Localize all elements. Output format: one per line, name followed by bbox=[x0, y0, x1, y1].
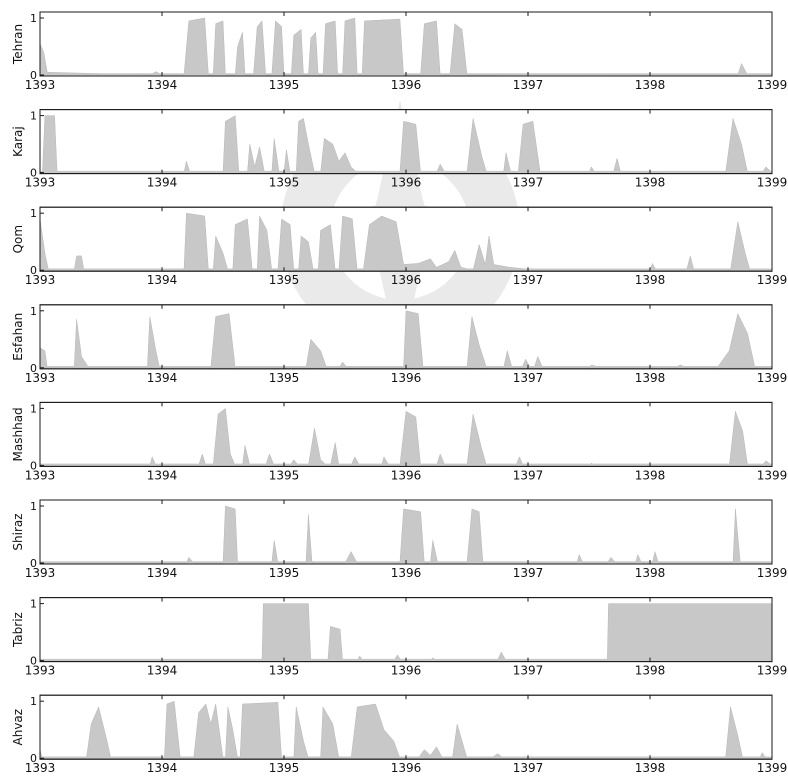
x-tick-label: 1397 bbox=[513, 371, 544, 385]
panel-shiraz: 1393 1394 1395 1396 1397 1398 1399 1 0 Shiraz bbox=[11, 499, 788, 580]
y-tick-label: 0 bbox=[30, 264, 37, 277]
panel-frame bbox=[39, 206, 773, 272]
x-tick-label: 1393 bbox=[25, 468, 56, 482]
y-tick-label: 0 bbox=[30, 557, 37, 570]
x-tick-label: 1397 bbox=[513, 273, 544, 287]
x-tick-label: 1398 bbox=[635, 78, 666, 92]
x-tick-label: 1398 bbox=[635, 371, 666, 385]
x-tick-label: 1396 bbox=[391, 78, 422, 92]
x-tick-label: 1394 bbox=[147, 176, 178, 190]
panel-qom: 1393 1394 1395 1396 1397 1398 1399 1 0 Qom bbox=[11, 206, 788, 287]
x-tick-label: 1394 bbox=[147, 78, 178, 92]
x-tick-label: 1395 bbox=[269, 371, 300, 385]
x-tick-label: 1398 bbox=[635, 468, 666, 482]
x-tick-label: 1394 bbox=[147, 371, 178, 385]
x-tick-label: 1393 bbox=[25, 566, 56, 580]
x-tick-label: 1399 bbox=[757, 371, 788, 385]
y-tick-label: 0 bbox=[30, 69, 37, 82]
x-tick-label: 1396 bbox=[391, 371, 422, 385]
series-area-shiraz bbox=[40, 505, 772, 564]
x-tick-label: 1398 bbox=[635, 566, 666, 580]
series-area-tehran bbox=[39, 17, 773, 76]
x-tick-label: 1399 bbox=[757, 176, 788, 190]
y-tick-label: 0 bbox=[30, 167, 37, 180]
panel-ahvaz: 1393 1394 1395 1396 1397 1398 1399 1 0 Ahvaz bbox=[11, 694, 788, 775]
x-tick-label: 1396 bbox=[391, 566, 422, 580]
y-axis-label: Karaj bbox=[11, 126, 25, 157]
x-tick-label: 1399 bbox=[757, 566, 788, 580]
x-tick-label: 1397 bbox=[513, 664, 544, 678]
x-tick-label: 1395 bbox=[269, 273, 300, 287]
x-tick-label: 1393 bbox=[25, 176, 56, 190]
x-tick-label: 1397 bbox=[513, 468, 544, 482]
x-tick-label: 1395 bbox=[269, 78, 300, 92]
y-tick-label: 1 bbox=[30, 402, 37, 415]
y-axis-label: Tabriz bbox=[11, 612, 25, 648]
x-tick-label: 1394 bbox=[147, 566, 178, 580]
x-tick-label: 1396 bbox=[391, 664, 422, 678]
panel-frame bbox=[39, 11, 773, 77]
y-axis-label: Tehran bbox=[11, 24, 25, 65]
x-tick-label: 1398 bbox=[635, 176, 666, 190]
y-tick-label: 0 bbox=[30, 655, 37, 668]
y-tick-label: 1 bbox=[30, 695, 37, 708]
y-tick-label: 1 bbox=[30, 110, 37, 123]
series-area-tabriz bbox=[40, 603, 773, 661]
x-tick-label: 1395 bbox=[269, 176, 300, 190]
x-tick-label: 1395 bbox=[269, 566, 300, 580]
y-tick-label: 1 bbox=[30, 12, 37, 25]
y-tick-label: 0 bbox=[30, 362, 37, 375]
x-tick-label: 1396 bbox=[391, 273, 422, 287]
x-tick-label: 1397 bbox=[513, 176, 544, 190]
x-tick-label: 1393 bbox=[25, 664, 56, 678]
series-area-karaj bbox=[42, 115, 773, 173]
x-tick-label: 1398 bbox=[635, 273, 666, 287]
x-tick-label: 1396 bbox=[391, 176, 422, 190]
panel-tehran: 1393 1394 1395 1396 1397 1398 1399 1 0 Tehran bbox=[11, 11, 788, 92]
panel-frame bbox=[39, 694, 773, 760]
x-tick-label: 1399 bbox=[757, 78, 788, 92]
x-tick-label: 1396 bbox=[391, 761, 422, 775]
y-tick-label: 0 bbox=[30, 752, 37, 765]
x-tick-label: 1396 bbox=[391, 468, 422, 482]
x-tick-label: 1397 bbox=[513, 761, 544, 775]
x-tick-label: 1393 bbox=[25, 273, 56, 287]
x-tick-label: 1399 bbox=[757, 664, 788, 678]
x-tick-label: 1399 bbox=[757, 273, 788, 287]
panel-tabriz: 1393 1394 1395 1396 1397 1398 1399 1 0 Tabriz bbox=[11, 597, 788, 678]
y-axis-label: Qom bbox=[11, 225, 25, 253]
y-tick-label: 1 bbox=[30, 500, 37, 513]
x-tick-label: 1397 bbox=[513, 566, 544, 580]
x-tick-label: 1399 bbox=[757, 468, 788, 482]
x-tick-label: 1394 bbox=[147, 761, 178, 775]
panel-esfahan: 1393 1394 1395 1396 1397 1398 1399 1 0 Esfahan bbox=[11, 304, 788, 385]
y-tick-label: 1 bbox=[30, 207, 37, 220]
x-tick-label: 1395 bbox=[269, 761, 300, 775]
x-tick-label: 1394 bbox=[147, 664, 178, 678]
x-tick-label: 1397 bbox=[513, 78, 544, 92]
panel-karaj: 1393 1394 1395 1396 1397 1398 1399 1 0 Karaj bbox=[11, 109, 788, 190]
x-tick-label: 1398 bbox=[635, 761, 666, 775]
x-tick-label: 1394 bbox=[147, 468, 178, 482]
y-axis-label: Ahvaz bbox=[11, 709, 25, 746]
y-tick-label: 1 bbox=[30, 305, 37, 318]
series-area-ahvaz bbox=[39, 700, 772, 759]
y-axis-label: Esfahan bbox=[11, 313, 25, 361]
y-tick-label: 1 bbox=[30, 598, 37, 611]
x-tick-label: 1393 bbox=[25, 371, 56, 385]
y-axis-label: Mashhad bbox=[11, 407, 25, 461]
x-tick-label: 1394 bbox=[147, 273, 178, 287]
x-tick-label: 1395 bbox=[269, 664, 300, 678]
x-tick-label: 1399 bbox=[757, 761, 788, 775]
y-axis-label: Shiraz bbox=[11, 513, 25, 550]
x-tick-label: 1393 bbox=[25, 78, 56, 92]
x-tick-label: 1395 bbox=[269, 468, 300, 482]
panel-mashhad: 1393 1394 1395 1396 1397 1398 1399 1 0 Mashhad bbox=[11, 401, 788, 482]
panels-group: 1393 1394 1395 1396 1397 1398 139910Tehran1393… bbox=[11, 11, 788, 775]
x-tick-label: 1398 bbox=[635, 664, 666, 678]
x-tick-label: 1393 bbox=[25, 761, 56, 775]
y-tick-label: 0 bbox=[30, 459, 37, 472]
